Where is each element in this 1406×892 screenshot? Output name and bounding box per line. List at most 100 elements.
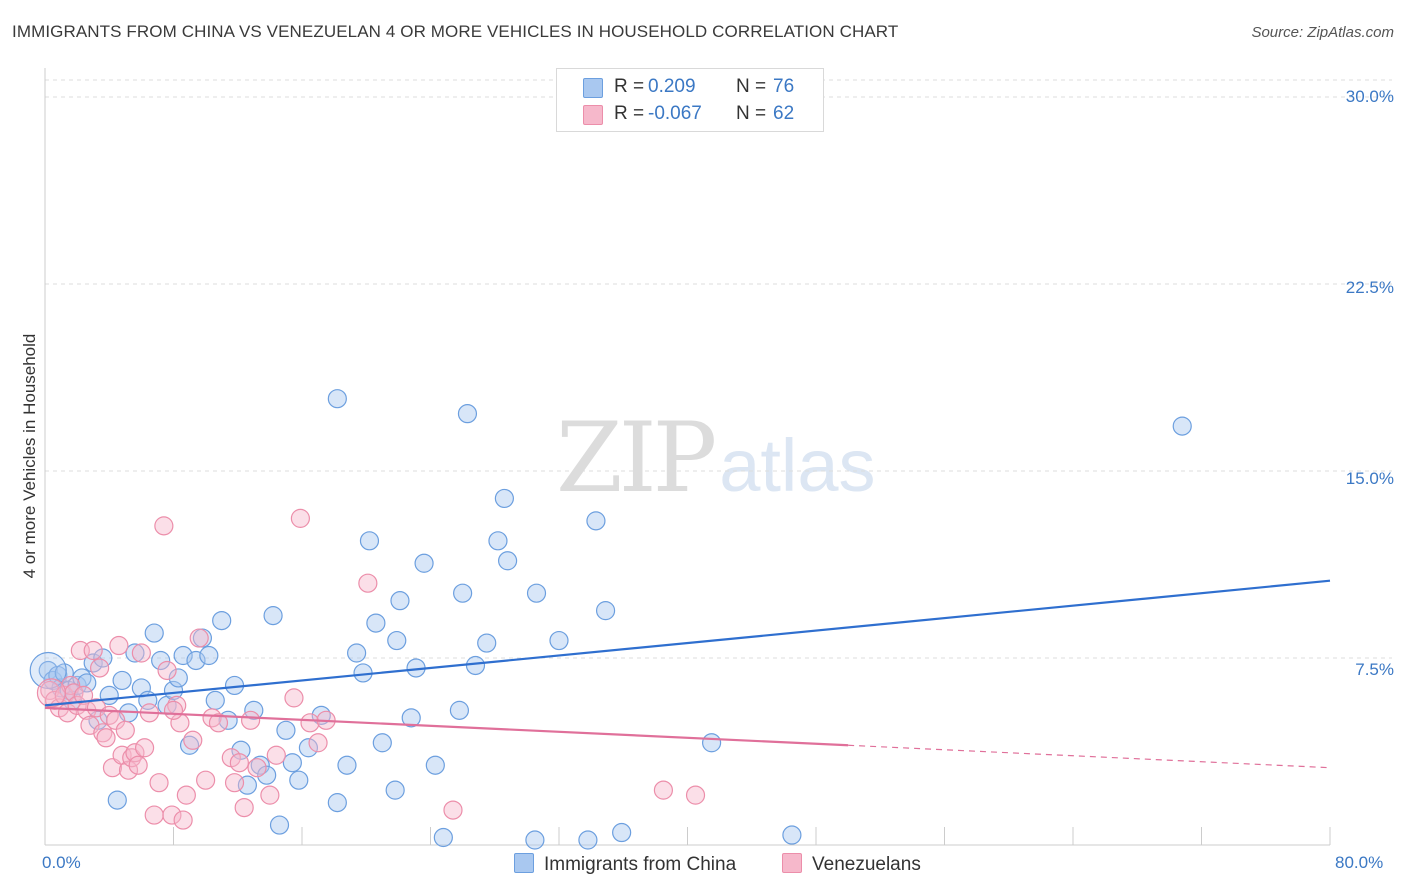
china-point-59 bbox=[414, 553, 434, 573]
china-point-79 bbox=[1172, 416, 1192, 436]
trend-line-china bbox=[44, 579, 1331, 707]
china-point-9 bbox=[77, 673, 97, 693]
china-point-55 bbox=[387, 630, 407, 651]
venezuelan-point-37 bbox=[173, 810, 193, 830]
china-point-40 bbox=[269, 815, 290, 835]
venezuelan-point-50 bbox=[266, 745, 286, 765]
china-point-70 bbox=[525, 830, 545, 850]
venezuelan-point-53 bbox=[300, 713, 320, 733]
trend-lines bbox=[44, 579, 1331, 769]
bottom-legend-venezuelans: Venezuelans bbox=[782, 853, 921, 876]
china-point-67 bbox=[488, 531, 508, 551]
china-point-69 bbox=[498, 551, 518, 571]
venezuelan-point-49 bbox=[260, 785, 280, 805]
china-point-65 bbox=[465, 655, 486, 676]
china-point-78 bbox=[782, 825, 802, 845]
china-point-77 bbox=[701, 733, 722, 753]
trend-line-venezuelans-extension bbox=[848, 744, 1331, 769]
venezuelan-point-55 bbox=[358, 573, 378, 593]
venezuelan-point-46 bbox=[234, 797, 254, 818]
china-point-53 bbox=[372, 733, 392, 753]
china-point-63 bbox=[453, 583, 473, 603]
china-point-27 bbox=[186, 650, 206, 671]
x-tick-label-min: 0.0% bbox=[42, 853, 81, 872]
china-point-57 bbox=[401, 708, 421, 728]
bottom-legend-swatch-china bbox=[514, 853, 534, 873]
china-point-38 bbox=[257, 765, 277, 785]
legend-r-label: R = bbox=[614, 76, 645, 97]
china-point-60 bbox=[425, 755, 445, 775]
watermark: ZIPatlas bbox=[556, 402, 876, 514]
venezuelan-point-39 bbox=[183, 730, 203, 750]
china-point-41 bbox=[276, 720, 296, 740]
china-point-20 bbox=[144, 623, 164, 643]
legend-n-value-china: 76 bbox=[773, 76, 795, 97]
venezuelan-point-61 bbox=[163, 700, 184, 720]
china-point-76 bbox=[612, 822, 632, 843]
china-point-54 bbox=[385, 780, 405, 800]
venezuelan-point-45 bbox=[229, 753, 249, 773]
china-point-46 bbox=[327, 793, 347, 813]
venezuelan-point-57 bbox=[653, 780, 674, 800]
venezuelan-point-41 bbox=[196, 770, 216, 790]
x-tick-label-max: 80.0% bbox=[1335, 853, 1384, 872]
china-point-51 bbox=[359, 531, 380, 551]
china-point-61 bbox=[433, 827, 453, 848]
legend: R = 0.209 N = 76 R = -0.067 N = 62 bbox=[556, 68, 824, 132]
y-axis-label: 4 or more Vehicles in Household bbox=[20, 333, 39, 579]
venezuelan-point-23 bbox=[118, 760, 139, 780]
trend-line-venezuelans bbox=[44, 706, 849, 747]
venezuelan-point-42 bbox=[202, 708, 222, 728]
venezuelan-point-51 bbox=[284, 688, 304, 708]
china-point-49 bbox=[347, 643, 367, 663]
legend-swatch-venezuelans bbox=[583, 105, 603, 125]
venezuelan-point-28 bbox=[134, 738, 155, 758]
venezuelan-point-22 bbox=[115, 720, 135, 740]
china-point-74 bbox=[586, 511, 606, 531]
china-point-37 bbox=[250, 755, 270, 775]
china-point-71 bbox=[526, 583, 547, 603]
venezuelan-point-20 bbox=[109, 635, 129, 656]
legend-r-value-china: 0.209 bbox=[648, 76, 696, 97]
venezuelan-point-38 bbox=[176, 785, 196, 805]
venezuelan-point-30 bbox=[144, 805, 164, 825]
venezuelan-point-33 bbox=[157, 660, 177, 681]
bottom-legend-swatch-venezuelans bbox=[782, 853, 802, 873]
china-point-62 bbox=[449, 700, 470, 720]
venezuelan-point-12 bbox=[83, 640, 103, 661]
y-tick-label-30: 30.0% bbox=[1345, 87, 1394, 106]
chart-title: IMMIGRANTS FROM CHINA VS VENEZUELAN 4 OR… bbox=[12, 22, 899, 41]
china-point-25 bbox=[173, 645, 193, 666]
y-tick-label-7-5: 7.5% bbox=[1355, 660, 1394, 679]
y-tick-label-22-5: 22.5% bbox=[1345, 278, 1394, 297]
china-point-68 bbox=[494, 488, 514, 509]
venezuelan-point-54 bbox=[308, 733, 328, 753]
axes bbox=[44, 68, 1331, 846]
venezuelan-point-32 bbox=[154, 516, 174, 536]
china-point-75 bbox=[595, 601, 616, 621]
venezuelan-cluster bbox=[36, 678, 67, 708]
legend-r-value-venezuelans: -0.067 bbox=[648, 103, 702, 124]
legend-n-label: N = bbox=[736, 76, 767, 97]
china-point-56 bbox=[390, 591, 410, 611]
china-point-4 bbox=[54, 663, 74, 683]
venezuelan-point-52 bbox=[290, 508, 310, 528]
source-label: Source: ZipAtlas.com bbox=[1251, 24, 1394, 41]
china-point-15 bbox=[112, 670, 132, 691]
watermark-atlas: atlas bbox=[719, 424, 876, 507]
venezuelan-point-40 bbox=[189, 628, 209, 648]
china-point-39 bbox=[263, 606, 283, 626]
y-tick-label-15: 15.0% bbox=[1345, 469, 1394, 488]
venezuelan-point-48 bbox=[247, 758, 267, 778]
venezuelan-point-59 bbox=[224, 773, 245, 793]
venezuelan-point-47 bbox=[241, 710, 261, 730]
bottom-legend-china: Immigrants from China bbox=[514, 853, 736, 876]
china-point-48 bbox=[337, 755, 357, 775]
china-point-52 bbox=[366, 613, 386, 633]
venezuelan-point-58 bbox=[685, 785, 706, 805]
venezuelan-point-31 bbox=[149, 773, 169, 793]
venezuelan-point-27 bbox=[131, 643, 151, 663]
legend-n-value-venezuelans: 62 bbox=[773, 103, 795, 124]
china-point-24 bbox=[168, 668, 188, 688]
